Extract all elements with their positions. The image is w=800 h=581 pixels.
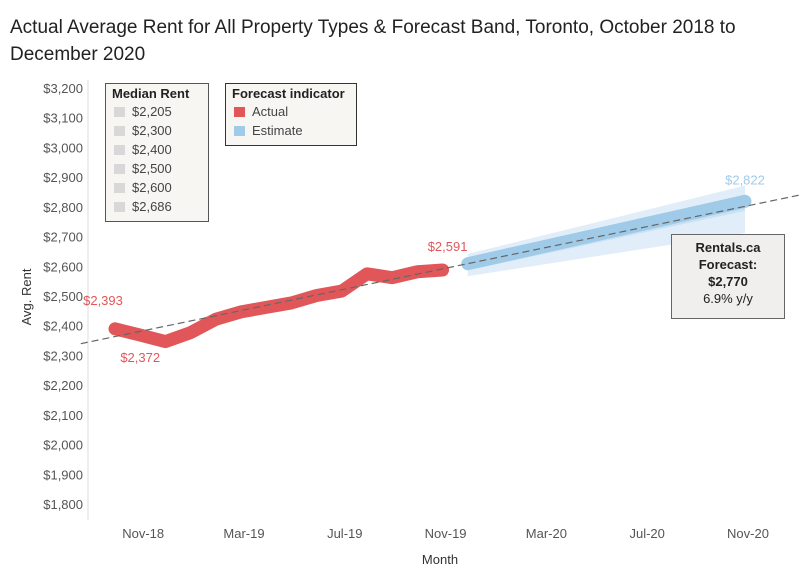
chart-title: Actual Average Rent for All Property Typ… [10,17,736,65]
callout-line-2: Forecast: [698,257,758,272]
y-tick-label: $3,200 [43,81,83,96]
forecast-legend-title: Forecast indicator [232,86,345,101]
forecast-callout: Rentals.ca Forecast: $2,770 6.9% y/y [671,234,785,319]
data-point [415,269,420,274]
x-tick-label: Jul-19 [327,526,362,541]
actual-swatch [234,106,245,117]
y-tick-label: $2,700 [43,230,83,245]
y-axis-title: Avg. Rent [19,268,34,325]
data-label: $2,591 [428,239,468,254]
legend-item-actual[interactable]: Actual [226,102,356,121]
y-tick-label: $3,000 [43,140,83,155]
estimate-series-line [461,194,752,271]
callout-line-3: $2,770 [708,274,748,289]
x-tick-label: Mar-19 [223,526,264,541]
y-tick-label: $2,400 [43,319,83,334]
data-label: $2,822 [725,172,765,187]
median-rent-legend-item[interactable]: $2,205 [106,102,208,121]
x-tick-label: Jul-20 [629,526,664,541]
forecast-indicator-legend: Forecast indicator Actual Estimate [225,83,357,146]
y-tick-label: $2,900 [43,170,83,185]
actual-series-line [108,263,450,349]
legend-item-estimate[interactable]: Estimate [226,121,356,140]
median-rent-legend-item[interactable]: $2,500 [106,159,208,178]
median-rent-legend-item[interactable]: $2,400 [106,140,208,159]
callout-line-4: 6.9% y/y [703,291,753,306]
x-tick-label: Nov-19 [425,526,467,541]
data-point [113,326,117,331]
y-tick-label: $2,000 [43,438,83,453]
y-tick-label: $1,900 [43,467,83,482]
y-tick-label: $2,300 [43,348,83,363]
data-point [188,330,193,335]
median-rent-legend-title: Median Rent [112,86,190,101]
estimate-swatch [234,125,245,136]
y-tick-label: $2,200 [43,378,83,393]
median-rent-legend-item[interactable]: $2,686 [106,197,208,216]
x-axis-title: Month [422,552,458,567]
median-rent-legend-item[interactable]: $2,600 [106,178,208,197]
callout-line-1: Rentals.ca [695,240,761,255]
x-tick-label: Mar-20 [526,526,567,541]
y-tick-label: $2,800 [43,200,83,215]
data-point [264,305,269,310]
data-point [138,333,143,338]
data-label: $2,393 [83,293,123,308]
median-rent-legend-item[interactable]: $2,300 [106,121,208,140]
data-label: $2,372 [120,350,160,365]
data-point [239,309,243,314]
data-point [289,300,294,305]
data-point [465,261,470,266]
y-tick-label: $2,100 [43,408,83,423]
y-tick-label: $1,800 [43,497,83,512]
data-point [314,293,319,298]
y-tick-label: $3,100 [43,111,83,126]
x-tick-label: Nov-20 [727,526,769,541]
y-tick-label: $2,600 [43,259,83,274]
median-rent-legend: Median Rent $2,205 $2,300 $2,400 $2,500 … [105,83,209,222]
data-point [365,271,369,276]
data-point [163,339,168,344]
data-point [743,199,747,204]
trend-line [80,194,800,345]
x-tick-label: Nov-18 [122,526,164,541]
data-point [213,317,218,322]
y-tick-label: $2,500 [43,289,83,304]
